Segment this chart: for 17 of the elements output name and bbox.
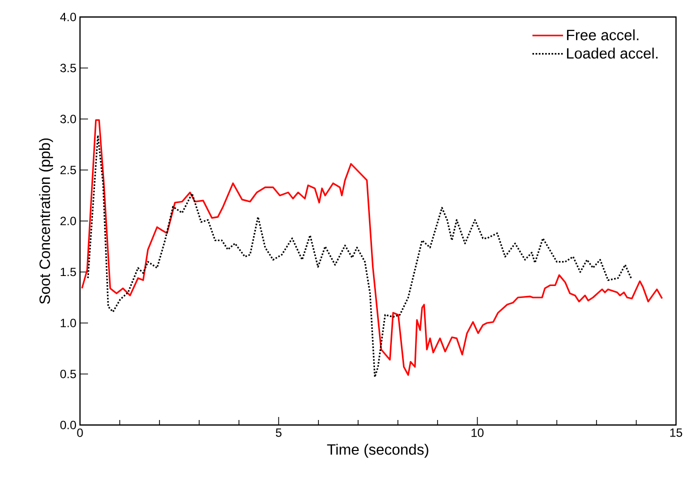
x-tick-label: 10 [472,428,484,437]
legend-label: Loaded accel. [567,48,658,59]
x-tick-label: 5 [276,428,282,437]
x-tick-label: 15 [670,428,682,437]
legend-label: Free accel. [567,29,638,40]
y-tick-label: 1.5 [60,268,76,276]
y-tick-label: 1.0 [60,318,76,328]
x-tick-label: 0 [77,428,83,437]
y-tick-label: 4.0 [60,12,76,22]
y-tick-label: 0.0 [60,420,76,430]
y-tick-label: 3.5 [60,64,76,72]
y-tick-label: 2.5 [60,166,76,174]
x-axis-title: Time (seconds) [327,444,428,458]
y-tick-label: 2.0 [60,216,76,226]
y-tick-label: 0.5 [60,370,76,378]
y-tick-label: 3.0 [60,114,76,124]
y-axis-title: Soot Concentration (ppb) [39,138,54,304]
